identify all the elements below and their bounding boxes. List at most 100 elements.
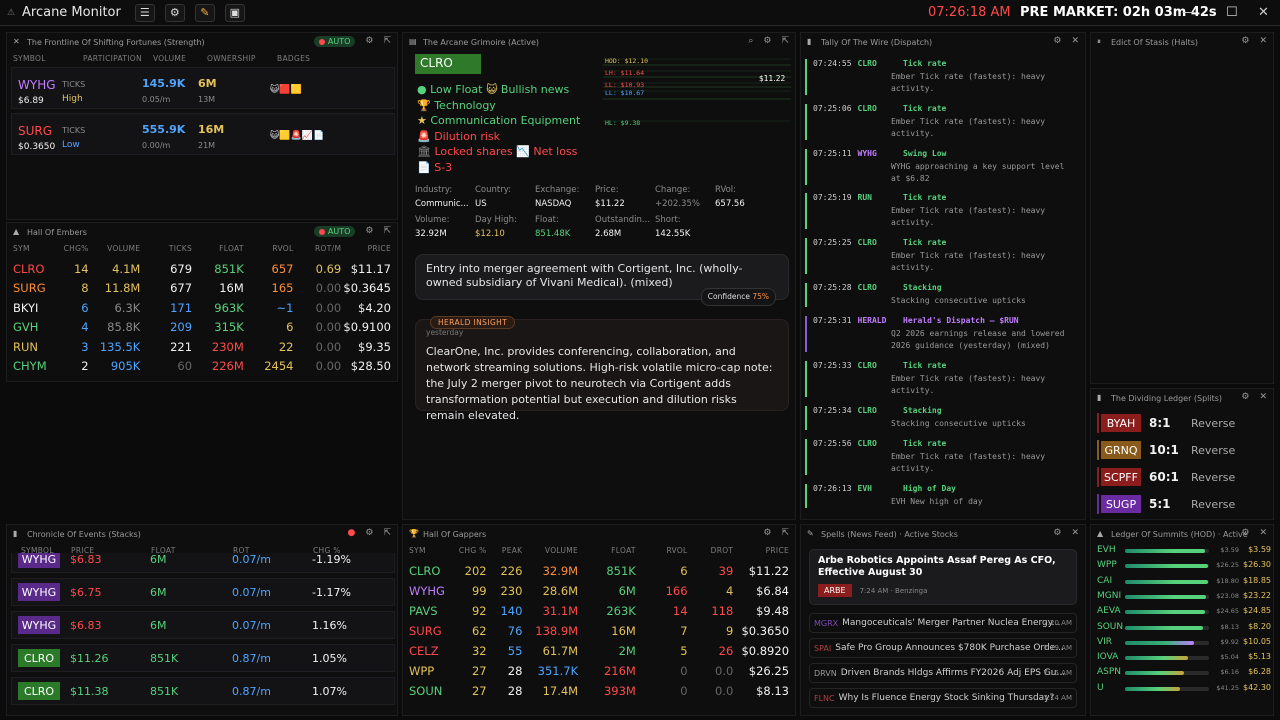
tape-symbol: HERALD [857, 316, 887, 325]
cell: 6.3K [114, 300, 141, 315]
tape-item[interactable]: 07:25:06 CLRO Tick rate Ember Tick rate (fa… [805, 104, 1075, 140]
split-row[interactable]: GRNQ 10:1 Reverse [1097, 440, 1235, 460]
tape-item[interactable]: 07:25:28 CLRO Stacking Stacking consecutive… [805, 283, 1075, 307]
settings-icon[interactable]: ⚙ [1241, 528, 1250, 538]
close-icon[interactable]: ✕ [1259, 528, 1267, 538]
table-row[interactable]: CLRO $11.26 851K 0.87/m 1.05% [11, 644, 395, 672]
cell: 0.00 [315, 281, 342, 296]
tape-item[interactable]: 07:24:55 CLRO Tick rate Ember Tick rate (fa… [805, 59, 1075, 95]
news-item[interactable]: FLNC Why Is Fluence Energy Stock Sinking … [809, 688, 1077, 708]
search-icon[interactable]: ⌕ [748, 36, 754, 46]
record-icon[interactable]: ● [347, 528, 356, 538]
cell: SOUN [409, 684, 443, 698]
auto-toggle[interactable]: AUTO [313, 36, 356, 47]
window-icon[interactable]: ▣ [224, 3, 245, 22]
close-icon[interactable]: ✕ [1259, 36, 1267, 46]
stat-value: 851.48K [535, 229, 571, 239]
table-row[interactable]: WPP 27 28 351.7K 216M 0 0.0 $26.25 [403, 661, 795, 681]
close-icon[interactable]: ✕ [1071, 36, 1079, 46]
tape-item[interactable]: 07:25:31 HERALD Herald's Dispatch — $RUN Q2… [805, 316, 1075, 352]
minimize-icon[interactable]: — [1182, 5, 1195, 20]
tape-time: 07:25:33 [813, 361, 852, 370]
close-icon[interactable]: ✕ [1259, 392, 1267, 402]
tape-item[interactable]: 07:25:11 WYHG Swing Low WYHG approaching a … [805, 149, 1075, 185]
news-headline-card[interactable]: Arbe Robotics Appoints Assaf Pereg As CF… [809, 549, 1077, 605]
cell: 0 [680, 664, 688, 678]
table-row[interactable]: SURG 8 11.8M 677 16M 165 0.00 $0.3645 [7, 279, 397, 299]
cell: 0.00 [315, 359, 342, 374]
settings-icon[interactable]: ⚙ [763, 528, 772, 538]
table-row[interactable]: RUN 3 135.5K 221 230M 22 0.00 $9.35 [7, 337, 397, 357]
auto-toggle[interactable]: AUTO [313, 226, 356, 237]
cell: 165 [271, 281, 294, 296]
close-icon[interactable]: ✕ [1071, 528, 1079, 538]
cell: 17.4M [542, 684, 579, 698]
table-row[interactable]: CHYM 2 905K 60 226M 2454 0.00 $28.50 [7, 357, 397, 377]
table-row[interactable]: WYHG 99 230 28.6M 6M 166 4 $6.84 [403, 581, 795, 601]
tape-item[interactable]: 07:25:19 RUN Tick rate Ember Tick rate (fas… [805, 193, 1075, 229]
close-icon[interactable]: ✕ [1258, 5, 1269, 20]
news-icon: ✎ [807, 529, 814, 538]
cell: CLRO [13, 261, 45, 276]
pin-icon[interactable]: ⇱ [383, 528, 391, 538]
tape-item[interactable]: 07:25:33 CLRO Tick rate Ember Tick rate (fa… [805, 361, 1075, 397]
table-row[interactable]: CLRO $11.38 851K 0.87/m 1.07% [11, 677, 395, 705]
pen-icon[interactable]: ✎ [194, 3, 215, 22]
tape-kind: Tick rate [903, 439, 947, 448]
news-item[interactable]: MGRX Mangoceuticals' Merger Partner Nucle… [809, 613, 1077, 633]
split-row[interactable]: BYAH 8:1 Reverse [1097, 413, 1235, 433]
pin-icon[interactable]: ⇱ [383, 226, 391, 236]
summit-symbol: VIR [1097, 636, 1113, 647]
table-row[interactable]: CLRO 202 226 32.9M 851K 6 39 $11.22 [403, 561, 795, 581]
table-row[interactable]: SOUN 27 28 17.4M 393M 0 0.0 $8.13 [403, 681, 795, 701]
title-bar: ⚠ Arcane Monitor ☰ ⚙ ✎ ▣ 07:26:18 AM PRE… [0, 0, 1280, 26]
settings-icon[interactable]: ⚙ [763, 36, 772, 46]
pin-icon[interactable]: ⇱ [781, 36, 789, 46]
cell: 135.5K [99, 339, 141, 354]
summit-symbol: CAI [1097, 575, 1113, 586]
tape-item[interactable]: 07:25:34 CLRO Stacking Stacking consecutive… [805, 406, 1075, 430]
table-row[interactable]: WYHG $6.75 6M 0.07/m -1.17% [11, 578, 395, 606]
settings-icon[interactable]: ⚙ [1053, 528, 1062, 538]
summit-high: $26.30 [1243, 560, 1271, 570]
tape-item[interactable]: 07:25:56 CLRO Tick rate Ember Tick rate (fa… [805, 439, 1075, 475]
settings-icon[interactable]: ⚙ [1241, 392, 1250, 402]
pin-icon[interactable]: ⇱ [383, 36, 391, 46]
symbol-tag[interactable]: CLRO [415, 54, 481, 74]
split-row[interactable]: SUGP 5:1 Reverse [1097, 494, 1235, 514]
pin-icon[interactable]: ⇱ [781, 528, 789, 538]
settings-icon[interactable]: ⚙ [1241, 36, 1250, 46]
news-item[interactable]: SPAI Safe Pro Group Announces $780K Purch… [809, 638, 1077, 658]
stack-price: $11.38 [70, 684, 109, 698]
maximize-icon[interactable]: ☐ [1226, 5, 1238, 20]
table-row[interactable]: CLRO 14 4.1M 679 851K 657 0.69 $11.17 [7, 259, 397, 279]
tape-symbol: CLRO [857, 439, 877, 448]
table-row[interactable]: WYHG $6.83 6M 0.07/m -1.19% [11, 553, 395, 573]
table-row[interactable]: SURG $0.3650 TICKS Low 555.9K 0.00/m 16M… [11, 113, 395, 155]
table-row[interactable]: SURG 62 76 138.9M 16M 7 9 $0.3650 [403, 621, 795, 641]
headline-card[interactable]: Entry into merger agreement with Cortige… [415, 254, 789, 306]
menu-icon[interactable]: ☰ [134, 3, 155, 22]
split-row[interactable]: SCPFF 60:1 Reverse [1097, 467, 1235, 487]
settings-icon[interactable]: ⚙ [365, 226, 374, 236]
cell: 27 [471, 684, 487, 698]
split-icon: ▮ [1097, 393, 1102, 402]
gappers-panel: 🏆 Hall Of Gappers ⚙ ⇱ SYM CHG % PEAK VOLUME FL… [402, 524, 796, 716]
table-row[interactable]: GVH 4 85.8K 209 315K 6 0.00 $0.9100 [7, 318, 397, 338]
settings-icon[interactable]: ⚙ [365, 528, 374, 538]
cell: 171 [170, 300, 193, 315]
table-row[interactable]: WYHG $6.89 TICKS High 145.9K 0.05/m 6M 1… [11, 67, 395, 109]
news-item[interactable]: DRVN Driven Brands Hldgs Affirms FY2026 A… [809, 663, 1077, 683]
table-row[interactable]: PAVS 92 140 31.1M 263K 14 118 $9.48 [403, 601, 795, 621]
tape-item[interactable]: 07:25:25 CLRO Tick rate Ember Tick rate (fa… [805, 238, 1075, 274]
tape-desc: Ember Tick rate (fastest): heavy activit… [891, 117, 1046, 138]
settings-icon[interactable]: ⚙ [1053, 36, 1062, 46]
stack-float: 6M [150, 553, 167, 566]
settings-icon[interactable]: ⚙ [365, 36, 374, 46]
table-row[interactable]: BKYI 6 6.3K 171 963K ~1 0.00 $4.20 [7, 298, 397, 318]
table-row[interactable]: WYHG $6.83 6M 0.07/m 1.16% [11, 611, 395, 639]
settings-icon[interactable]: ⚙ [164, 3, 185, 22]
close-icon[interactable]: ✕ [13, 37, 20, 46]
table-row[interactable]: CELZ 32 55 61.7M 2M 5 26 $0.8920 [403, 641, 795, 661]
tape-item[interactable]: 07:26:13 EVH High of Day EVH New high of da… [805, 484, 1075, 508]
